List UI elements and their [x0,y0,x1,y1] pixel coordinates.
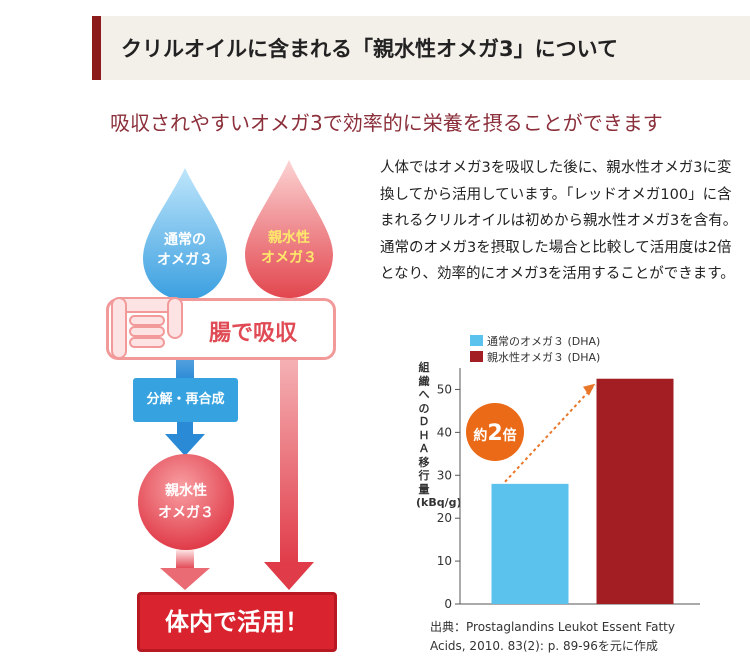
direct-use-arrow [264,295,314,590]
result-label: 親水性 オメガ３ [158,483,214,521]
legend-swatch-normal [470,335,483,346]
hydro-omega-drop [245,160,333,298]
section-heading-box: クリルオイルに含まれる「親水性オメガ3」について [92,16,750,80]
description-text: 人体ではオメガ3を吸収した後に、親水性オメガ3に変換してから活用しています。「レ… [380,160,738,282]
y-tick-label: 20 [437,511,452,525]
ratio-badge-text: 約2倍 [473,421,516,446]
chart-plot: 0 10 20 30 40 50 約2倍 [437,368,700,611]
y-tick-label: 30 [437,468,452,482]
intestine-icon [111,297,183,359]
legend-item-normal: 通常のオメガ３ (DHA) [470,333,600,349]
diagram-graphics [138,160,333,590]
to-result-arrow [165,422,205,456]
use-box: 体内で活用！ [137,592,337,652]
ratio-badge [466,403,524,461]
bar-0 [491,483,569,604]
y-tick-label: 50 [437,382,452,396]
subheading: 吸収されやすいオメガ3で効率的に栄養を摂ることができます [110,111,663,135]
dha-chart: 通常のオメガ３ (DHA) 親水性オメガ３ (DHA) 組織へのＤＨＡ移行量(k… [410,325,750,668]
intestine-label: 腸で吸収 [209,321,298,346]
absorption-diagram: 通常の オメガ３ 親水性 オメガ３ 腸で吸収 分解・再合成 親水性 オメガ３ 体… [0,150,370,668]
result-circle [138,454,234,550]
y-tick-label: 40 [437,425,452,439]
to-use-arrow [160,550,210,590]
legend-item-hydro: 親水性オメガ３ (DHA) [470,349,600,365]
process-box: 分解・再合成 [133,378,238,422]
bar-1 [596,378,674,604]
increase-arrow-line [504,384,596,483]
section-heading: クリルオイルに含まれる「親水性オメガ3」について [121,37,618,61]
increase-arrow-head [583,383,595,396]
chart-source: 出典：Prostaglandins Leukot Essent Fatty Ac… [430,620,675,653]
y-tick-label: 0 [444,597,452,611]
y-tick-label: 10 [437,554,452,568]
normal-omega-drop [143,168,227,300]
legend-swatch-hydro [470,351,483,362]
